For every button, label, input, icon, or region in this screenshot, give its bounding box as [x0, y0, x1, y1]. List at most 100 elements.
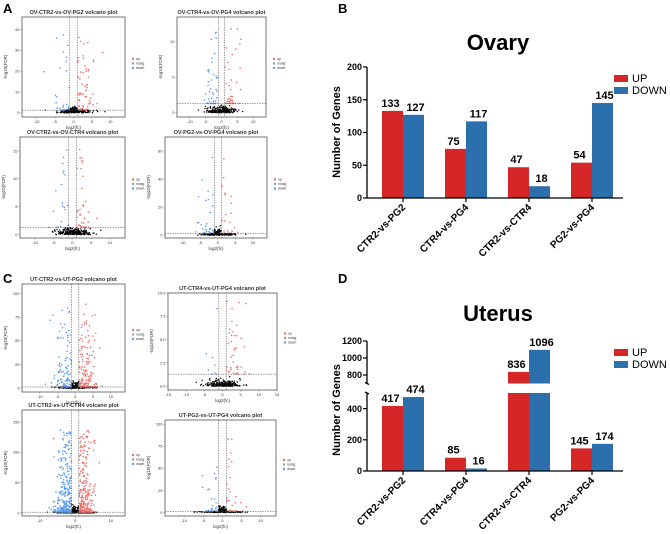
point-up — [232, 372, 235, 374]
point-down — [67, 448, 70, 451]
x-tick-label: -5 — [203, 392, 207, 397]
point-down — [60, 363, 63, 366]
point-nosig — [72, 229, 74, 231]
point-down — [61, 386, 63, 388]
point-nosig — [213, 382, 215, 385]
y-tick-label: 0.0 — [160, 384, 166, 389]
point-up — [86, 436, 88, 439]
point-nosig — [51, 386, 53, 388]
x-tick-label: -10 — [37, 518, 44, 523]
point-up — [233, 226, 236, 229]
point-down — [66, 307, 69, 309]
point-nosig — [61, 231, 64, 234]
point-up — [79, 454, 82, 456]
point-up — [85, 303, 87, 306]
point-down — [66, 339, 69, 342]
legend-swatch-up — [614, 75, 628, 82]
point-down — [62, 492, 64, 495]
data-label: 54 — [573, 150, 586, 162]
point-up — [80, 440, 82, 443]
y-axis-label: Number of Genes — [331, 364, 343, 456]
point-nosig — [82, 233, 85, 235]
point-up — [87, 41, 89, 44]
point-nosig — [197, 234, 199, 236]
point-up — [81, 358, 84, 361]
point-down — [66, 479, 68, 482]
point-down — [214, 32, 217, 34]
point-nosig — [225, 234, 227, 236]
point-nosig — [95, 387, 97, 389]
point-down — [210, 61, 213, 64]
panel-label-b: B — [338, 1, 347, 16]
point-nosig — [58, 231, 61, 234]
point-down — [68, 510, 70, 513]
x-tick-label: CTR4-vs-PG4 — [418, 202, 471, 255]
point-up — [78, 379, 81, 381]
point-nosig — [206, 384, 208, 386]
point-down — [62, 51, 65, 53]
point-nosig — [224, 381, 226, 384]
point-down — [52, 210, 55, 213]
point-down — [62, 162, 64, 165]
legend-label-nosig: nosig — [278, 182, 286, 186]
legend-label-nosig: nosig — [136, 333, 144, 337]
point-up — [230, 99, 233, 101]
point-nosig — [220, 106, 222, 109]
legend-marker-down — [272, 66, 276, 70]
point-down — [207, 71, 210, 73]
point-nosig — [228, 380, 230, 382]
point-nosig — [246, 511, 249, 513]
point-down — [66, 149, 68, 151]
x-tick-label: -5 — [204, 119, 208, 124]
point-down — [215, 466, 218, 469]
point-up — [228, 458, 230, 460]
point-up — [79, 472, 81, 475]
point-down — [62, 481, 64, 484]
point-up — [223, 158, 225, 160]
bar-up — [445, 457, 466, 471]
point-down — [216, 90, 218, 92]
x-tick-label: -10 — [34, 119, 41, 124]
point-up — [233, 347, 236, 350]
point-down — [66, 488, 69, 491]
point-nosig — [71, 231, 73, 233]
point-down — [56, 95, 58, 98]
y-tick-label: 75 — [158, 444, 163, 449]
point-nosig — [59, 111, 62, 114]
point-down — [64, 359, 67, 362]
y-axis-label: -log10(FDR) — [1, 175, 6, 200]
point-up — [82, 455, 84, 458]
point-nosig — [67, 110, 69, 112]
legend-label-up: up — [278, 178, 282, 182]
point-down — [52, 437, 55, 440]
point-down — [52, 314, 54, 317]
point-nosig — [227, 110, 229, 112]
bar-down — [403, 397, 424, 471]
point-down — [207, 488, 209, 491]
point-up — [87, 474, 89, 477]
point-nosig — [208, 110, 210, 112]
point-nosig — [211, 382, 213, 385]
legend-label-down: down — [277, 66, 285, 70]
point-nosig — [222, 506, 225, 508]
point-nosig — [76, 382, 78, 385]
x-tick-label: 10 — [108, 240, 113, 245]
point-nosig — [62, 230, 65, 232]
point-down — [68, 488, 70, 490]
point-up — [79, 480, 81, 483]
point-nosig — [225, 508, 227, 511]
data-label: 836 — [507, 359, 525, 371]
point-up — [87, 384, 90, 387]
x-tick-label: 5 — [240, 392, 243, 397]
point-down — [66, 465, 68, 467]
point-up — [82, 449, 85, 451]
point-up — [76, 167, 79, 170]
point-up — [83, 374, 85, 377]
point-nosig — [236, 381, 239, 383]
point-up — [86, 506, 88, 509]
point-down — [53, 374, 56, 377]
point-nosig — [201, 379, 203, 382]
point-down — [67, 432, 70, 435]
x-tick-label: -5 — [198, 240, 202, 245]
point-down — [65, 452, 68, 455]
